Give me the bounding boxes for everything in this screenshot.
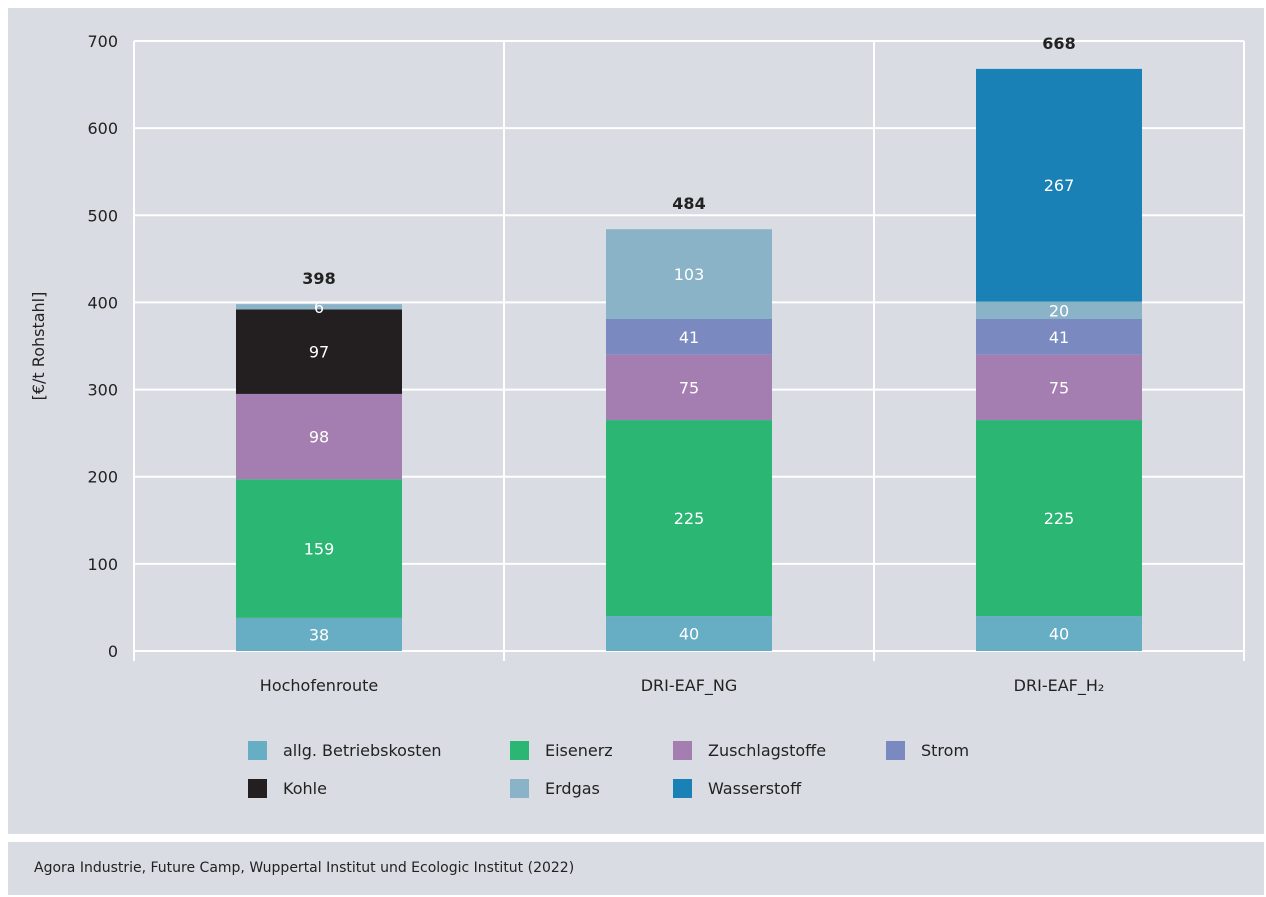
data-label: 103	[674, 265, 705, 284]
data-label: 225	[674, 509, 705, 528]
y-tick-label: 700	[87, 32, 118, 51]
legend-label: Zuschlagstoffe	[708, 740, 827, 760]
legend-item: Erdgas	[510, 776, 600, 800]
y-tick-label: 100	[87, 555, 118, 574]
y-tick-label: 400	[87, 293, 118, 312]
bar-segment	[236, 617, 402, 651]
legend-swatch	[248, 778, 267, 798]
x-tick-label: DRI-EAF_H₂	[1014, 676, 1105, 696]
bar-segment	[976, 616, 1142, 651]
legend-item: Wasserstoff	[673, 776, 801, 800]
data-label: 40	[679, 625, 699, 644]
bar-segment	[976, 318, 1142, 355]
legend-item: allg. Betriebskosten	[248, 738, 442, 762]
data-label: 20	[1049, 301, 1069, 320]
data-label: 41	[679, 328, 699, 347]
legend-label: Kohle	[283, 778, 327, 798]
y-tick-label: 600	[87, 119, 118, 138]
legend-label: Wasserstoff	[708, 778, 802, 798]
legend-swatch	[673, 740, 692, 760]
bar-segment	[606, 420, 772, 617]
total-label: 668	[1042, 34, 1075, 53]
bar-segment	[976, 420, 1142, 617]
legend-item: Strom	[886, 738, 969, 762]
bar-segment	[236, 309, 402, 394]
data-label: 97	[309, 343, 329, 362]
chart-panel: 0 100 200 300 400 500 600 700 [€/t Rohstahl] 38 15…	[8, 8, 1264, 834]
x-tick-label: DRI-EAF_NG	[641, 676, 738, 696]
bar-segment	[976, 354, 1142, 421]
total-label: 484	[672, 194, 705, 213]
legend-swatch	[510, 778, 529, 798]
bar-segment	[606, 354, 772, 421]
data-label: 41	[1049, 328, 1069, 347]
legend-swatch	[248, 740, 267, 760]
legend-item: Eisenerz	[510, 738, 613, 762]
bar-segment	[606, 318, 772, 355]
legend: allg. Betriebskosten Eisenerz Zuschlagstof…	[248, 738, 1048, 818]
data-label: 267	[1044, 176, 1075, 195]
bar-segment	[606, 616, 772, 651]
bar-segment	[606, 229, 772, 319]
source-panel: Agora Industrie, Future Camp, Wuppertal …	[8, 842, 1264, 895]
data-label: 38	[309, 625, 329, 644]
data-label: 98	[309, 428, 329, 447]
legend-item: Kohle	[248, 776, 327, 800]
data-label: 6	[314, 298, 324, 317]
y-tick-label: 500	[87, 206, 118, 225]
x-tick-label: Hochofenroute	[260, 676, 378, 695]
y-tick-label: 0	[108, 642, 118, 661]
legend-item: Zuschlagstoffe	[673, 738, 826, 762]
bar-segment	[976, 301, 1142, 319]
total-label: 398	[302, 269, 335, 288]
legend-label: Erdgas	[545, 778, 600, 798]
legend-label: allg. Betriebskosten	[283, 740, 442, 760]
bar-segment	[236, 479, 402, 618]
y-tick-label: 300	[87, 381, 118, 400]
stacked-bar-chart: 0 100 200 300 400 500 600 700 [€/t Rohstahl] 38 15…	[29, 32, 1245, 696]
legend-swatch	[673, 778, 692, 798]
legend-label: Strom	[921, 740, 970, 760]
legend-swatch	[510, 740, 529, 760]
y-axis-label: [€/t Rohstahl]	[29, 292, 48, 401]
bar-segment	[236, 304, 402, 310]
legend-swatch	[886, 740, 905, 760]
data-label: 75	[679, 378, 699, 397]
legend-label: Eisenerz	[545, 740, 613, 760]
data-label: 75	[1049, 378, 1069, 397]
data-label: 225	[1044, 509, 1075, 528]
data-label: 40	[1049, 625, 1069, 644]
data-label: 159	[304, 540, 335, 559]
y-tick-label: 200	[87, 468, 118, 487]
bar-segment	[976, 68, 1142, 302]
bar-segment	[236, 393, 402, 480]
source-citation: Agora Industrie, Future Camp, Wuppertal …	[34, 860, 575, 876]
